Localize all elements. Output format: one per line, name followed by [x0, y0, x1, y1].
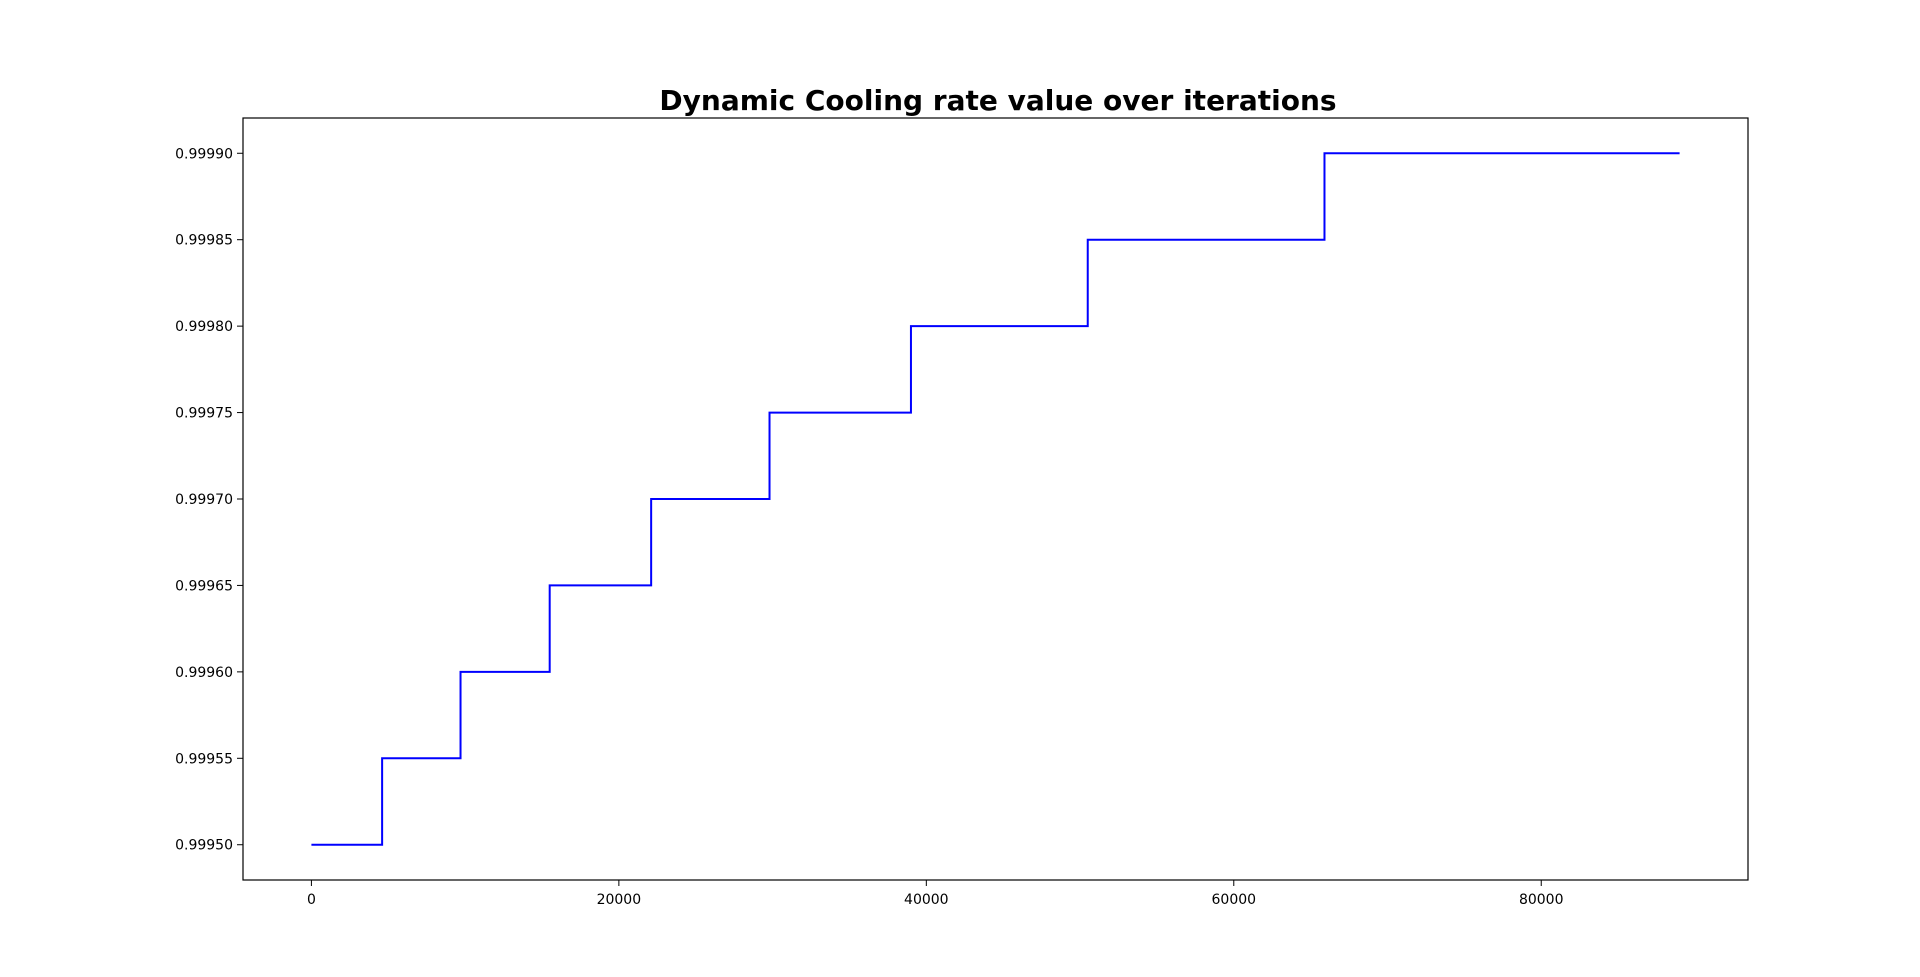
y-tick-label: 0.99950	[175, 838, 233, 854]
x-tick-label: 80000	[1519, 892, 1564, 908]
series-layer	[311, 152, 1680, 846]
x-axis: 0 20000 40000 60000 80000	[307, 880, 1564, 908]
x-tick-label: 20000	[597, 892, 642, 908]
y-tick-label: 0.99955	[175, 751, 233, 767]
y-tick-label: 0.99990	[175, 146, 233, 162]
y-tick-label: 0.99960	[175, 665, 233, 681]
y-tick-label: 0.99980	[175, 319, 233, 335]
plot-frame	[242, 117, 1749, 881]
y-tick-label: 0.99975	[175, 406, 233, 422]
x-tick-label: 40000	[904, 892, 949, 908]
chart-title: Dynamic Cooling rate value over iteratio…	[659, 84, 1336, 117]
y-axis: 0.99950 0.99955 0.99960 0.99965 0.99970 0.999…	[175, 146, 243, 854]
y-tick-label: 0.99965	[175, 578, 233, 594]
series-line	[311, 152, 1680, 846]
x-tick-label: 60000	[1212, 892, 1257, 908]
y-tick-label: 0.99985	[175, 233, 233, 249]
x-tick-label: 0	[307, 892, 316, 908]
y-tick-label: 0.99970	[175, 492, 233, 508]
